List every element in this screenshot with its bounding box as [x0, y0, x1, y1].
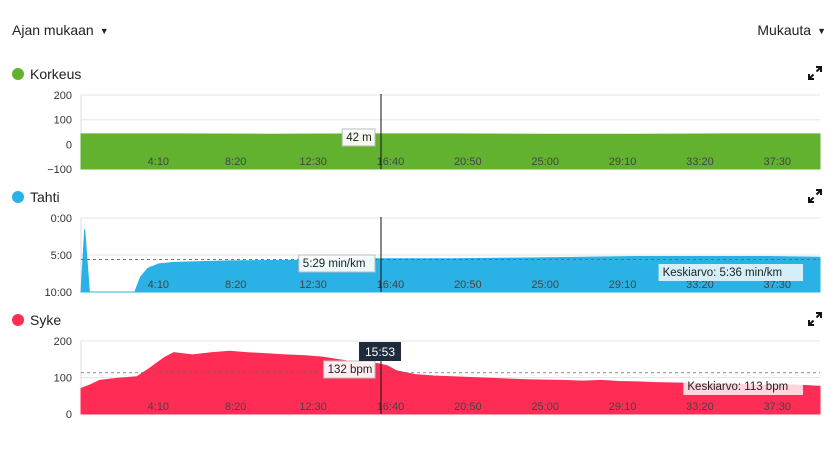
pace-x-tick: 20:50: [454, 279, 482, 291]
altitude-x-tick: 25:00: [531, 156, 559, 168]
altitude-y-tick: 0: [66, 139, 72, 151]
view-mode-label: Ajan mukaan: [12, 22, 94, 38]
heart_rate-x-tick: 29:10: [609, 401, 637, 413]
altitude-series-area: [80, 133, 821, 170]
altitude-x-tick: 16:40: [377, 156, 405, 168]
pace-tooltip-group: 5:29 min/km: [298, 254, 376, 273]
cursor-time-badge-bg: [359, 342, 401, 361]
heart_rate-x-tick: 33:20: [686, 401, 714, 413]
customize-dropdown[interactable]: Mukauta ▼: [757, 22, 826, 38]
altitude-x-tick: 29:10: [609, 156, 637, 168]
pace-chart[interactable]: 0:00 5:00 10:00 4:10 8:20 12:30 16:40 20:50 25:0…: [0, 207, 838, 307]
pace-y-tick: 10:00: [44, 287, 72, 299]
toolbar: Ajan mukaan ▼ Mukauta ▼: [0, 0, 838, 60]
heart_rate-y-tick: 100: [54, 373, 72, 385]
heart_rate-tooltip-bg: [323, 360, 376, 379]
heart_rate-average-label-group: Keskiarvo: 113 bpm: [683, 378, 803, 395]
pace-title: Tahti: [12, 187, 60, 207]
pace-x-tick: 4:10: [148, 279, 169, 291]
heart_rate-x-tick: 16:40: [377, 401, 405, 413]
altitude-title: Korkeus: [12, 64, 81, 84]
altitude-tooltip-group: 42 m: [341, 128, 376, 147]
cursor-time-label: 15:53: [365, 345, 395, 359]
pace-average-label-group: Keskiarvo: 5:36 min/km: [658, 264, 803, 281]
pace-x-tick: 37:30: [764, 279, 792, 291]
heart_rate-x-tick: 8:20: [225, 401, 246, 413]
altitude-panel: Korkeus 200 100 0 −100 4:10 8:20 12:30 16:40 20:…: [0, 64, 838, 186]
heart_rate-x-tick: 20:50: [454, 401, 482, 413]
heart_rate-y-tick: 200: [54, 336, 72, 348]
altitude-y-tick: 100: [54, 115, 72, 127]
heart-rate-chart[interactable]: 200 100 0 4:10 8:20 12:30 16:40 20:50 25:00 29:10…: [0, 330, 838, 430]
pace-legend-dot: [12, 191, 24, 203]
altitude-tooltip: 42 m: [346, 132, 372, 144]
heart_rate-x-tick: 37:30: [764, 401, 792, 413]
altitude-chart[interactable]: 200 100 0 −100 4:10 8:20 12:30 16:40 20:50 25:00 2…: [0, 84, 838, 184]
heart_rate-y-tick: 0: [66, 409, 72, 421]
heart_rate-x-tick: 25:00: [531, 401, 559, 413]
pace-x-tick: 29:10: [609, 279, 637, 291]
altitude-y-tick: −100: [47, 164, 72, 176]
heart-rate-title-text: Syke: [30, 312, 62, 328]
pace-x-tick: 25:00: [531, 279, 559, 291]
altitude-title-text: Korkeus: [30, 66, 82, 82]
altitude-x-tick: 4:10: [148, 156, 169, 168]
altitude-y-tick: 200: [54, 90, 72, 102]
heart-rate-title: Syke: [12, 310, 61, 330]
heart-rate-panel: Syke 200 100 0 4:10 8:20 12:30 16:40 20:50 25:00…: [0, 310, 838, 432]
pace-average-label-bg: [658, 264, 803, 281]
heart_rate-tooltip-group: 132 bpm: [323, 360, 376, 379]
cursor-time-badge: 15:53: [359, 342, 401, 361]
expand-icon[interactable]: [808, 312, 822, 326]
pace-tooltip-bg: [298, 254, 376, 273]
heart_rate-average-label-bg: [683, 378, 803, 395]
pace-y-tick: 5:00: [51, 250, 72, 262]
altitude-x-tick: 37:30: [764, 156, 792, 168]
customize-label: Mukauta: [757, 22, 812, 38]
heart_rate-x-tick: 4:10: [148, 401, 169, 413]
heart_rate-average-label: Keskiarvo: 113 bpm: [687, 381, 788, 393]
heart_rate-tooltip: 132 bpm: [328, 364, 373, 376]
pace-panel: Tahti 0:00 5:00 10:00 4:10 8:20 12:30 16:40 20:…: [0, 187, 838, 309]
caret-down-icon: ▼: [817, 26, 826, 37]
caret-down-icon: ▼: [99, 26, 109, 37]
heart-rate-legend-dot: [12, 314, 24, 326]
altitude-x-tick: 33:20: [686, 156, 714, 168]
altitude-x-tick: 20:50: [454, 156, 482, 168]
expand-icon[interactable]: [808, 189, 822, 203]
pace-y-tick: 0:00: [51, 213, 72, 225]
pace-x-tick: 33:20: [686, 279, 714, 291]
pace-tooltip: 5:29 min/km: [303, 258, 366, 270]
altitude-x-tick: 8:20: [225, 156, 246, 168]
pace-average-label: Keskiarvo: 5:36 min/km: [663, 267, 783, 279]
altitude-tooltip-bg: [341, 128, 376, 147]
pace-title-text: Tahti: [30, 189, 60, 205]
heart_rate-x-tick: 12:30: [299, 401, 327, 413]
view-mode-dropdown[interactable]: Ajan mukaan ▼: [12, 22, 109, 38]
altitude-x-tick: 12:30: [299, 156, 327, 168]
pace-x-tick: 12:30: [299, 279, 327, 291]
expand-icon[interactable]: [808, 66, 822, 80]
pace-x-tick: 8:20: [225, 279, 246, 291]
pace-x-tick: 16:40: [377, 279, 405, 291]
altitude-legend-dot: [12, 68, 24, 80]
